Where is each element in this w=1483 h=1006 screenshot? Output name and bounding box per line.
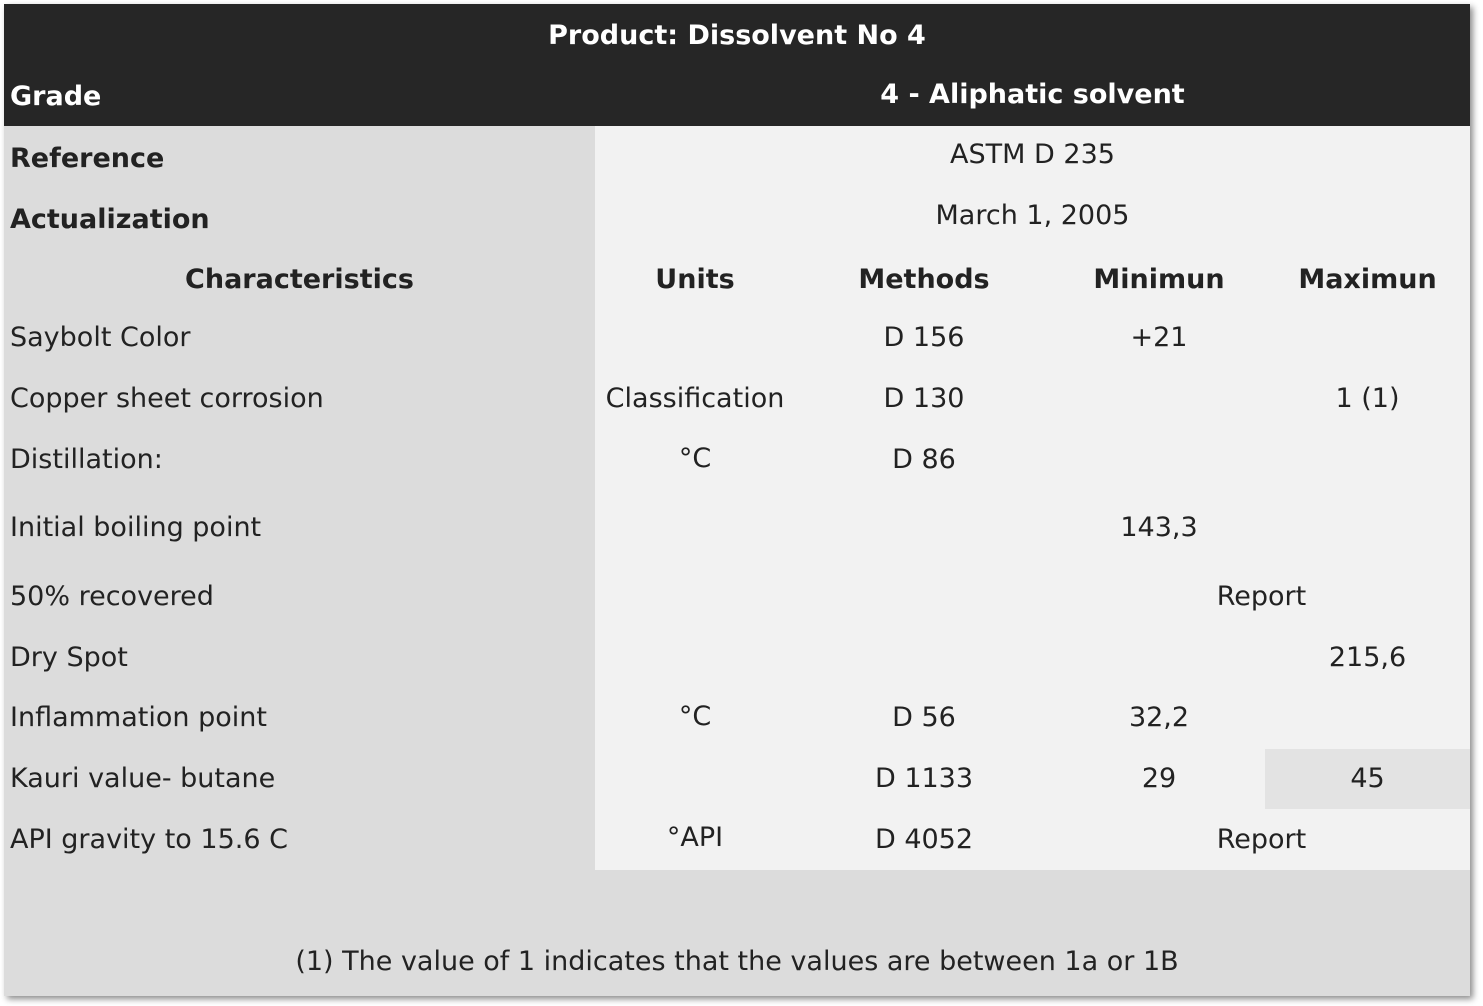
col-header-maximum: Maximun (1298, 263, 1437, 295)
row-minimum: 143,3 (1120, 511, 1198, 543)
reference-value: ASTM D 235 (950, 138, 1115, 170)
row-units: °C (678, 442, 712, 474)
row-minimum: 32,2 (1128, 701, 1190, 733)
row-name: Inflammation point (10, 701, 267, 733)
row-method: D 86 (892, 443, 956, 475)
row-method: D 1133 (874, 762, 974, 794)
row-maximum: 215,6 (1328, 641, 1407, 673)
row-units: Classification (605, 382, 785, 414)
row-report: Report (1216, 580, 1307, 612)
actualization-label: Actualization (10, 203, 210, 235)
row-report: Report (1216, 823, 1307, 855)
shaded-cell (1265, 749, 1470, 809)
spec-sheet: Product: Dissolvent No 4 Grade 4 - Aliph… (4, 4, 1470, 996)
row-method: D 130 (883, 382, 965, 414)
row-name: Distillation: (10, 443, 163, 475)
row-minimum: 29 (1141, 762, 1177, 794)
reference-label: Reference (10, 142, 165, 174)
row-maximum: 1 (1) (1335, 382, 1400, 414)
sheet-title: Product: Dissolvent No 4 (4, 4, 1470, 66)
row-name: Kauri value- butane (10, 762, 276, 794)
row-name: Initial boiling point (10, 511, 262, 543)
row-maximum: 45 (1350, 762, 1385, 794)
row-name: 50% recovered (10, 580, 214, 612)
row-name: Saybolt Color (10, 321, 191, 353)
row-minimum: +21 (1130, 321, 1188, 353)
grade-label: Grade (10, 80, 102, 112)
row-name: Copper sheet corrosion (10, 382, 324, 414)
row-name: API gravity to 15.6 C (10, 823, 288, 855)
values-panel (595, 126, 1470, 870)
grade-value: 4 - Aliphatic solvent (880, 78, 1185, 110)
actualization-value: March 1, 2005 (935, 199, 1130, 231)
footnote: (1) The value of 1 indicates that the va… (295, 945, 1179, 977)
row-units: °API (666, 821, 724, 853)
row-method: D 56 (892, 701, 956, 733)
col-header-methods: Methods (858, 263, 990, 295)
row-name: Dry Spot (10, 641, 128, 673)
row-units: °C (678, 700, 712, 732)
col-header-minimum: Minimun (1093, 263, 1225, 295)
grade-row (4, 66, 1470, 126)
row-method: D 156 (883, 321, 965, 353)
row-method: D 4052 (874, 823, 974, 855)
col-header-characteristics: Characteristics (185, 263, 414, 295)
col-header-units: Units (655, 263, 735, 295)
